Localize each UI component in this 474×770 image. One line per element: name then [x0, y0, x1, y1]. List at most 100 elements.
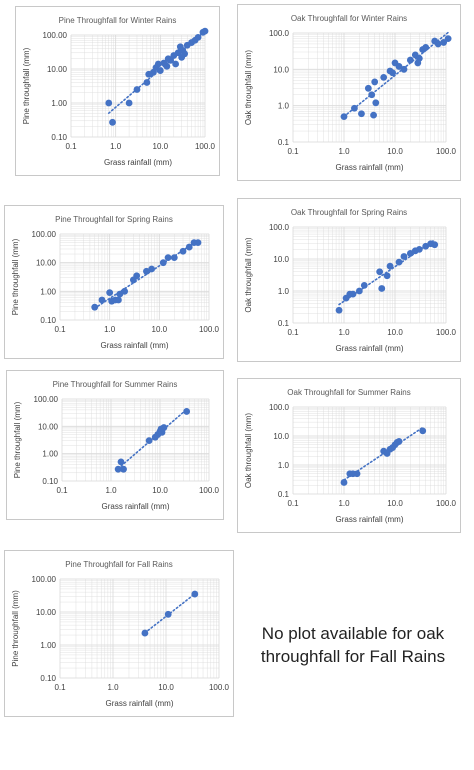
- x-tick-label: 0.1: [56, 486, 68, 495]
- chart-oak-spring: Oak Throughfall for Spring Rains 0.1 1.0 10…: [237, 198, 461, 362]
- chart-svg: Pine Throughfall for Spring Rains 0.1 1.0 1…: [11, 215, 220, 350]
- gridlines: [70, 34, 206, 138]
- chart-svg: Pine Throughfall for Fall Rains 0.1 1.0 10.…: [11, 560, 230, 708]
- data-point: [368, 91, 376, 99]
- y-tick-label: 0.1: [278, 490, 290, 499]
- data-point: [395, 438, 403, 445]
- x-tick-label: 1.0: [105, 486, 117, 495]
- x-tick-label: 0.1: [65, 142, 77, 151]
- data-point: [364, 84, 372, 92]
- data-point: [358, 110, 365, 118]
- y-tick-label: 10.00: [38, 422, 59, 431]
- chart-oak-summer: Oak Throughfall for Summer Rains 0.1 1.0 10…: [237, 378, 461, 533]
- data-point: [194, 239, 202, 247]
- data-point: [164, 610, 172, 618]
- y-tick-label: 1.00: [40, 641, 56, 650]
- x-tick-label: 1.0: [104, 325, 116, 334]
- data-point: [422, 44, 430, 51]
- y-tick-label: 1.00: [51, 99, 67, 108]
- data-point: [395, 258, 403, 266]
- y-tick-label: 10.00: [47, 65, 68, 74]
- data-point: [415, 54, 423, 62]
- data-point: [179, 247, 187, 255]
- data-points: [105, 27, 209, 126]
- data-point: [434, 40, 442, 48]
- data-point: [183, 408, 191, 415]
- gridlines: [292, 32, 447, 143]
- y-axis-label: Oak throughfall (mm): [244, 413, 253, 488]
- data-point: [335, 306, 343, 314]
- trendline: [343, 31, 449, 118]
- x-axis-label: Grass rainfall (mm): [101, 502, 169, 511]
- chart-svg: Pine Throughfall for Winter Rains 0.1 1.0 1…: [22, 16, 216, 167]
- data-point: [133, 272, 141, 280]
- data-point: [415, 245, 423, 253]
- data-point: [355, 287, 363, 295]
- chart-svg: Oak Throughfall for Spring Rains 0.1 1.0 10…: [244, 208, 457, 353]
- data-point: [378, 285, 386, 292]
- chart-pine-winter: Pine Throughfall for Winter Rains 0.1 1.0 1…: [15, 6, 220, 176]
- data-point: [170, 254, 178, 262]
- data-points: [114, 408, 191, 473]
- y-tick-label: 1.0: [278, 102, 290, 111]
- y-tick-label: 0.10: [40, 316, 56, 325]
- data-points: [91, 239, 202, 311]
- data-points: [335, 240, 439, 314]
- y-axis-label: Pine throughfall (mm): [22, 47, 31, 124]
- data-point: [419, 427, 427, 435]
- x-tick-label: 100.0: [436, 499, 457, 508]
- x-tick-label: 10.0: [152, 325, 168, 334]
- x-tick-label: 1.0: [338, 499, 350, 508]
- data-point: [406, 56, 414, 64]
- data-point: [376, 268, 384, 276]
- data-point: [109, 118, 116, 126]
- data-point: [431, 241, 439, 249]
- data-point: [400, 253, 408, 260]
- gridlines: [292, 406, 447, 495]
- data-point: [106, 289, 114, 297]
- data-point: [121, 287, 129, 295]
- data-point: [386, 262, 394, 270]
- data-point: [141, 629, 149, 637]
- gridlines: [59, 578, 220, 679]
- x-tick-label: 100.0: [436, 147, 457, 156]
- data-point: [145, 437, 153, 445]
- chart-title: Pine Throughfall for Fall Rains: [65, 560, 172, 569]
- data-point: [154, 60, 162, 68]
- data-point: [148, 265, 156, 273]
- chart-title: Oak Throughfall for Winter Rains: [291, 14, 407, 23]
- data-point: [444, 35, 452, 43]
- data-point: [383, 272, 391, 280]
- data-point: [117, 458, 125, 466]
- data-point: [98, 296, 106, 304]
- x-tick-label: 100.0: [199, 325, 220, 334]
- data-point: [172, 60, 180, 68]
- y-tick-label: 100.00: [32, 230, 57, 239]
- data-point: [156, 67, 164, 74]
- y-tick-label: 10.00: [36, 608, 57, 617]
- data-point: [143, 79, 151, 86]
- x-tick-label: 10.0: [152, 486, 168, 495]
- data-point: [360, 281, 368, 289]
- data-point: [340, 113, 348, 121]
- x-tick-label: 1.0: [110, 142, 122, 151]
- data-point: [114, 465, 122, 473]
- y-tick-label: 0.1: [278, 319, 290, 328]
- y-tick-label: 100.0: [269, 223, 290, 232]
- chart-title: Pine Throughfall for Winter Rains: [59, 16, 177, 25]
- x-tick-label: 1.0: [338, 328, 350, 337]
- x-axis-label: Grass rainfall (mm): [335, 344, 403, 353]
- data-point: [191, 590, 199, 598]
- data-points: [340, 427, 427, 486]
- x-axis-label: Grass rainfall (mm): [100, 341, 168, 350]
- data-point: [372, 99, 380, 107]
- data-point: [389, 69, 397, 77]
- x-axis-label: Grass rainfall (mm): [105, 699, 173, 708]
- data-point: [380, 73, 388, 81]
- x-tick-label: 10.0: [153, 142, 169, 151]
- chart-svg: Pine Throughfall for Summer Rains 0.1 1.0 1…: [13, 380, 220, 511]
- y-axis-label: Oak throughfall (mm): [244, 50, 253, 125]
- data-point: [353, 470, 361, 478]
- y-tick-label: 10.00: [36, 259, 57, 268]
- chart-title: Oak Throughfall for Spring Rains: [291, 208, 407, 217]
